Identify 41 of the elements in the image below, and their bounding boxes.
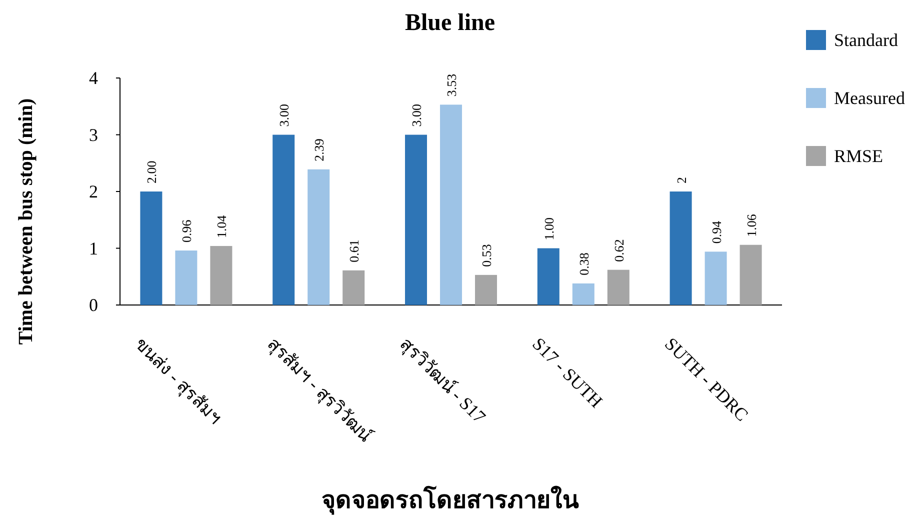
y-tick-label: 2 bbox=[89, 182, 98, 202]
data-label: 0.96 bbox=[179, 219, 194, 243]
data-label: 0.62 bbox=[611, 239, 626, 262]
data-label: 1.06 bbox=[744, 214, 759, 237]
bar bbox=[537, 248, 560, 305]
legend-label: Measured bbox=[834, 88, 905, 108]
bar bbox=[140, 192, 162, 305]
y-tick-label: 0 bbox=[89, 295, 98, 315]
bar bbox=[405, 134, 427, 305]
data-label: 1.00 bbox=[541, 218, 556, 240]
bar bbox=[572, 283, 594, 305]
legend-label: Standard bbox=[834, 30, 898, 50]
bar bbox=[210, 246, 232, 305]
data-label: 2.39 bbox=[312, 138, 327, 162]
legend-label: RMSE bbox=[834, 146, 884, 166]
data-label: 0.94 bbox=[708, 220, 724, 244]
bar bbox=[342, 270, 365, 305]
data-label: 0.61 bbox=[346, 240, 362, 262]
data-label: 3.53 bbox=[444, 74, 459, 97]
bar bbox=[607, 270, 630, 305]
bar bbox=[740, 244, 762, 305]
bar bbox=[440, 104, 462, 305]
data-label: 2 bbox=[674, 177, 689, 184]
y-axis-title: Time between bus stop (min) bbox=[15, 98, 37, 345]
bar bbox=[670, 192, 692, 305]
x-axis-title: จุดจอดรถโดยสารภายใน bbox=[322, 485, 580, 516]
bar bbox=[175, 250, 198, 305]
data-label: 3.00 bbox=[276, 104, 292, 127]
data-label: 1.04 bbox=[214, 214, 230, 238]
chart-title: Blue line bbox=[404, 10, 496, 36]
data-label: 0.38 bbox=[576, 252, 592, 276]
bar bbox=[704, 252, 727, 305]
data-label: 3.00 bbox=[409, 104, 424, 127]
bar bbox=[272, 134, 295, 305]
data-label: 2.00 bbox=[144, 160, 160, 184]
data-label: 0.53 bbox=[479, 244, 494, 267]
y-tick-label: 4 bbox=[89, 68, 98, 88]
bar bbox=[308, 169, 330, 305]
bar bbox=[475, 274, 497, 305]
y-tick-label: 3 bbox=[89, 124, 98, 145]
y-tick-label: 1 bbox=[89, 238, 98, 258]
